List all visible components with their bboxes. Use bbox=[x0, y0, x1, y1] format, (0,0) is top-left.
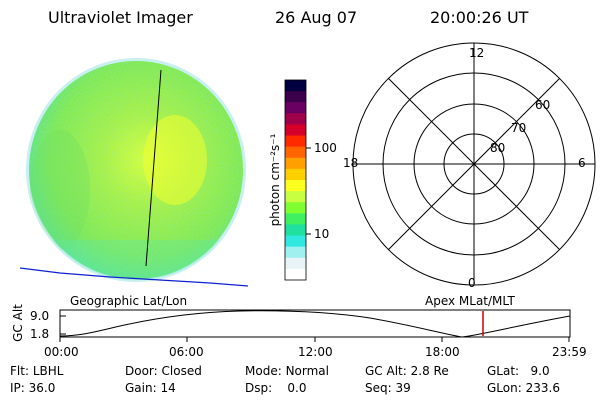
colorbar-segment bbox=[285, 124, 306, 137]
mlt-label-0: 0 bbox=[468, 276, 476, 290]
colorbar-segment bbox=[285, 235, 306, 248]
mlt-label-12: 12 bbox=[469, 46, 485, 60]
mlt-label-18: 18 bbox=[343, 156, 359, 170]
lat-label-70: 70 bbox=[511, 121, 527, 135]
color-scale-bar bbox=[285, 80, 306, 281]
colorbar-segment bbox=[285, 257, 306, 270]
colorbar-segment bbox=[285, 191, 306, 203]
status-gain: Gain: 14 bbox=[125, 381, 176, 395]
colorbar-segment bbox=[285, 80, 306, 92]
colorbar-unit-label: photon cm⁻²s⁻¹ bbox=[268, 133, 282, 227]
colorbar-segment bbox=[285, 135, 306, 148]
status-flt: Flt: LBHL bbox=[10, 364, 64, 378]
xtick-1800: 18:00 bbox=[425, 345, 460, 359]
xtick-0000: 00:00 bbox=[44, 345, 79, 359]
lat-label-80: 80 bbox=[490, 141, 506, 155]
status-ip: IP: 36.0 bbox=[10, 381, 56, 395]
status-mode: Mode: Normal bbox=[245, 364, 329, 378]
xtick-2359: 23:59 bbox=[552, 345, 587, 359]
status-door: Door: Closed bbox=[125, 364, 202, 378]
colorbar-segment bbox=[285, 180, 306, 192]
status-gc-alt: GC Alt: 2.8 Re bbox=[365, 364, 449, 378]
status-glon: GLon: 233.6 bbox=[487, 381, 560, 395]
colorbar-segment bbox=[285, 246, 306, 259]
colorbar-segment bbox=[285, 113, 306, 125]
colorbar-segment bbox=[285, 202, 306, 214]
colorbar-segment bbox=[285, 146, 306, 159]
xtick-1200: 12:00 bbox=[298, 345, 333, 359]
terminator-line bbox=[145, 69, 162, 267]
status-glat: GLat: 9.0 bbox=[487, 364, 550, 378]
status-seq: Seq: 39 bbox=[365, 381, 411, 395]
colorbar-segment bbox=[285, 268, 306, 281]
xtick-0600: 06:00 bbox=[169, 345, 204, 359]
status-dsp: Dsp: 0.0 bbox=[245, 381, 307, 395]
polar-mlt-plot bbox=[352, 42, 596, 286]
apex-title: Apex MLat/MLT bbox=[425, 294, 515, 308]
colorbar-segment bbox=[285, 157, 306, 170]
colorbar-segment bbox=[285, 213, 306, 225]
horizon-line bbox=[19, 267, 249, 287]
colorbar-tick-10: 10 bbox=[314, 227, 330, 241]
uv-earth-image bbox=[26, 58, 246, 282]
gc-alt-axis-label: GC Alt bbox=[11, 304, 25, 342]
ytick-9: 9.0 bbox=[30, 309, 50, 323]
geographic-title: Geographic Lat/Lon bbox=[70, 294, 188, 308]
colorbar-segment bbox=[285, 224, 306, 237]
instrument-title: Ultraviolet Imager bbox=[48, 8, 193, 27]
colorbar-segment bbox=[285, 102, 306, 114]
lat-label-60: 60 bbox=[535, 98, 551, 112]
colorbar-tick-100: 100 bbox=[314, 141, 337, 155]
altitude-timeline-plot bbox=[59, 309, 571, 342]
time-label: 20:00:26 UT bbox=[430, 8, 529, 27]
colorbar-segment bbox=[285, 168, 306, 181]
ytick-1-8: 1.8 bbox=[30, 327, 50, 341]
colorbar-segment bbox=[285, 91, 306, 103]
mlt-label-6: 6 bbox=[578, 156, 586, 170]
date-label: 26 Aug 07 bbox=[275, 8, 358, 27]
